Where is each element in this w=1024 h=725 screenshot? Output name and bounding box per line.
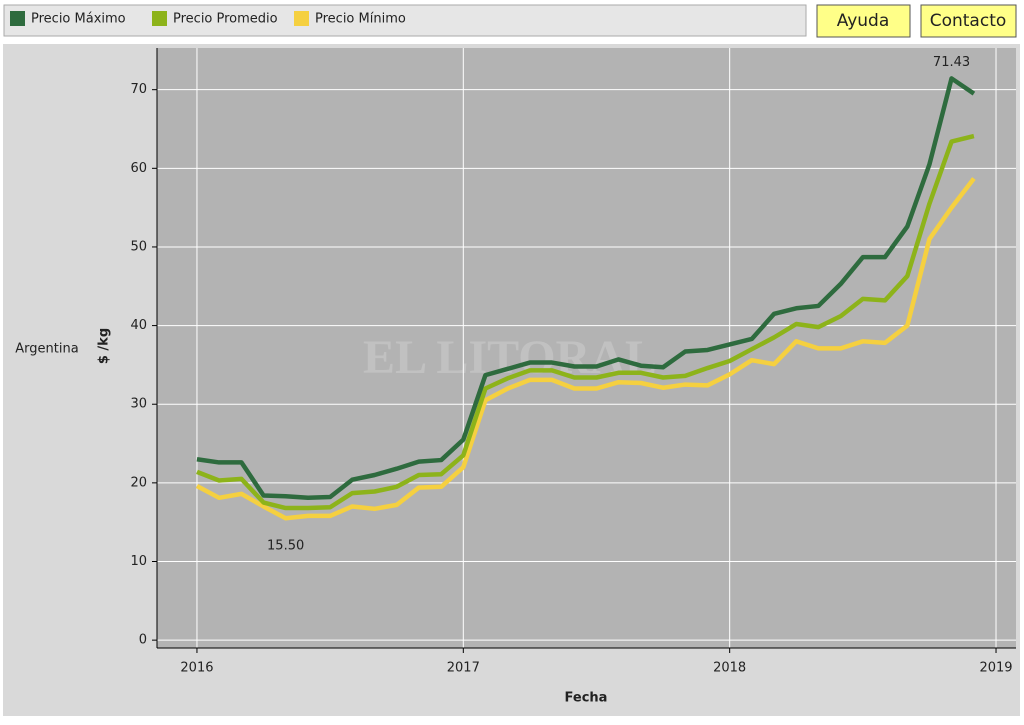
series-line: [195, 177, 976, 521]
y-tick-label: 0: [139, 633, 147, 648]
y-tick-label: 50: [130, 239, 147, 254]
y-tick-label: 70: [130, 82, 147, 97]
legend-label: Precio Mínimo: [315, 12, 406, 27]
legend-box: [3, 4, 807, 37]
contact-button[interactable]: [920, 4, 1017, 38]
series-line: [196, 133, 975, 511]
x-tick-label: 2019: [979, 661, 1012, 676]
y-tick-label: 60: [130, 161, 147, 176]
legend-swatch: [152, 11, 167, 26]
y-tick-label: 30: [130, 397, 147, 412]
y-tick-label: 20: [130, 475, 147, 490]
row-label: Argentina: [15, 342, 78, 357]
legend-label: Precio Máximo: [31, 12, 126, 27]
help-button[interactable]: [816, 4, 911, 38]
help-label[interactable]: Ayuda: [837, 11, 890, 31]
contact-label[interactable]: Contacto: [930, 11, 1007, 31]
series-line: [196, 76, 976, 501]
x-tick-label: 2017: [447, 661, 480, 676]
legend-label: Precio Promedio: [173, 12, 278, 27]
y-tick-label: 40: [130, 318, 147, 333]
legend-swatch: [10, 11, 25, 26]
x-axis-label: Fecha: [565, 691, 608, 706]
plot-area: [157, 48, 1016, 648]
x-tick-label: 2016: [180, 661, 213, 676]
y-axis-label: $ /kg: [97, 328, 112, 364]
data-label: 15.50: [267, 539, 304, 554]
legend-swatch: [294, 11, 309, 26]
data-label: 71.43: [933, 55, 970, 70]
y-tick-label: 10: [130, 554, 147, 569]
x-tick-label: 2018: [713, 661, 746, 676]
